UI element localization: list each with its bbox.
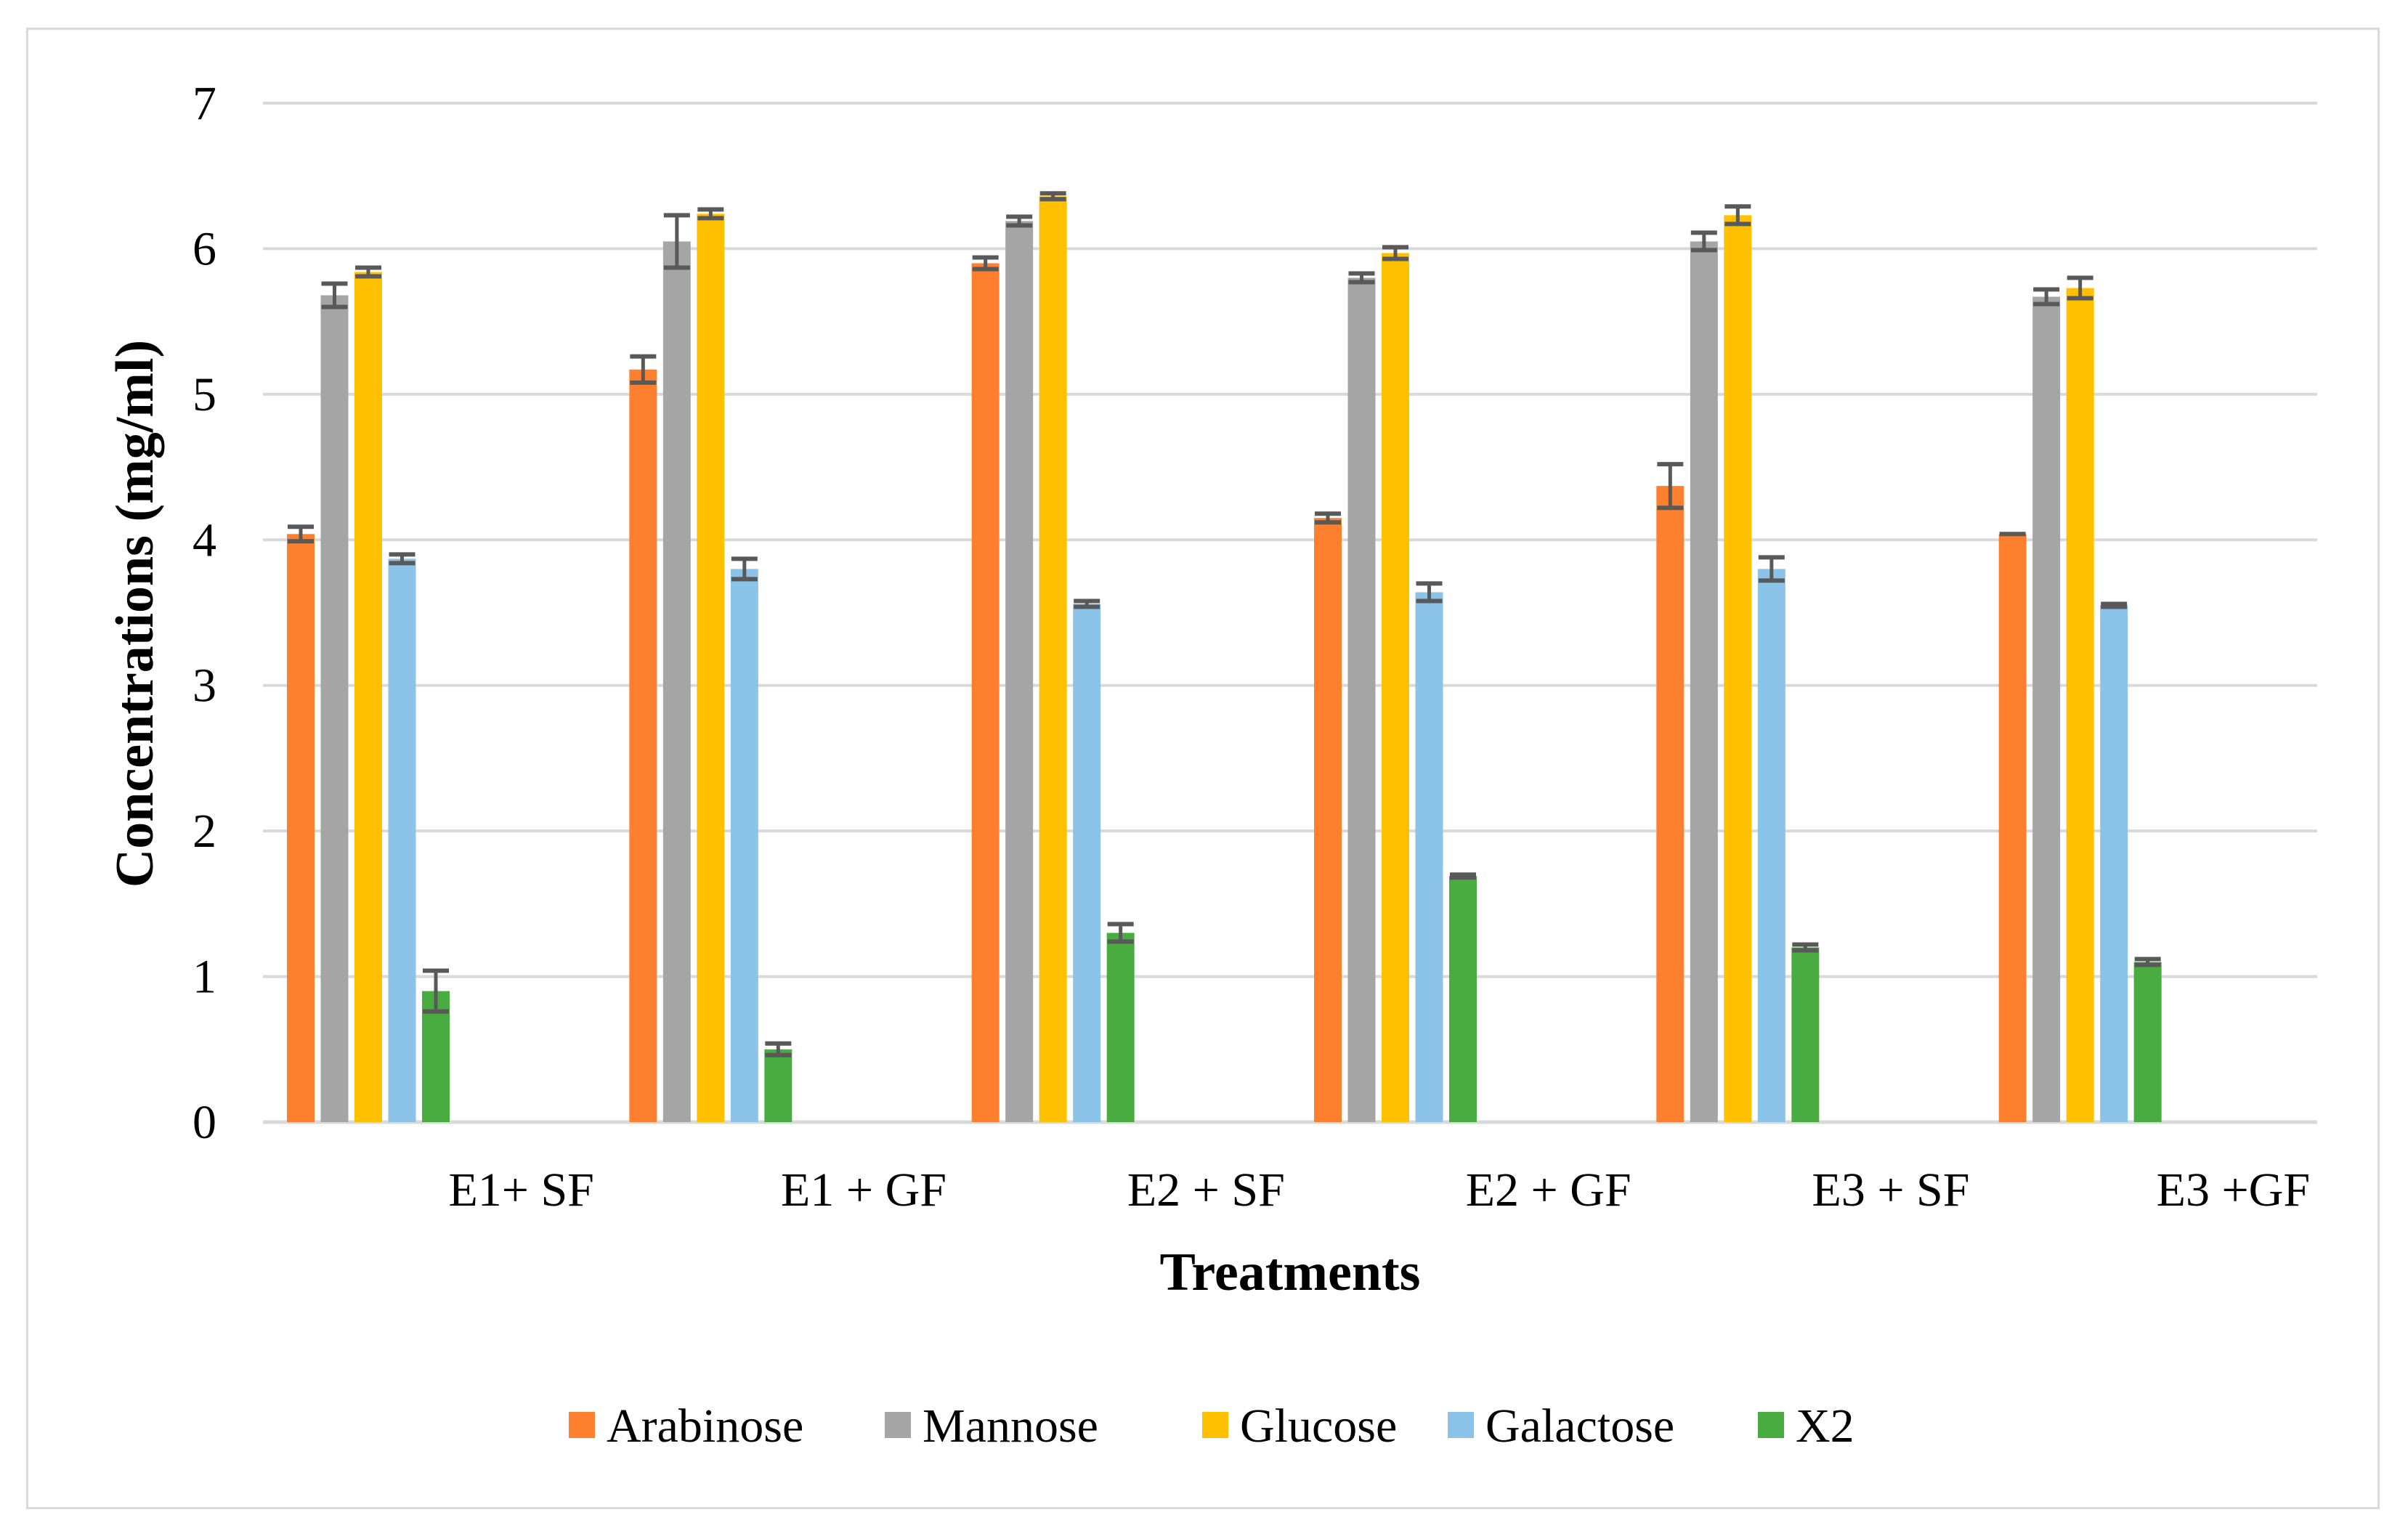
legend-label: X2 (1796, 1400, 1854, 1453)
x-tick-label: E2 + GF (1466, 1164, 1631, 1217)
error-bar (1450, 872, 1476, 880)
bar-glucose (697, 214, 725, 1123)
error-bars (288, 191, 2161, 1057)
error-bar (630, 354, 657, 385)
bar-mannose (662, 241, 691, 1123)
legend-swatch (1448, 1412, 1474, 1438)
x-axis-title: Treatments (1160, 1243, 1421, 1302)
bar-arabinose (287, 534, 315, 1122)
bar-glucose (1724, 215, 1752, 1123)
x-tick-label: E2 + SF (1127, 1164, 1285, 1217)
error-bar (972, 255, 999, 272)
y-axis-title: Concentrations (mg/ml) (105, 340, 165, 888)
legend-label: Glucose (1240, 1400, 1397, 1453)
bar-glucose (2066, 288, 2094, 1122)
error-bar (389, 552, 415, 566)
legend-label: Arabinose (607, 1400, 803, 1453)
error-bar (1107, 922, 1134, 944)
error-bar (1724, 204, 1751, 227)
error-bar (1074, 598, 1100, 609)
bar-arabinose (1314, 518, 1342, 1122)
x-tick-label: E3 +GF (2157, 1164, 2310, 1217)
error-bar (697, 207, 724, 221)
bar-galactose (1073, 604, 1101, 1122)
x-tick-label: E1 + GF (781, 1164, 946, 1217)
bar-glucose (1039, 196, 1067, 1122)
bar-arabinose (629, 369, 657, 1122)
bar-galactose (730, 569, 758, 1122)
bar-galactose (2100, 605, 2128, 1122)
y-tick-labels: 0 1 2 3 4 5 6 7 (192, 77, 216, 1149)
y-tick-label: 6 (192, 222, 216, 275)
legend-item-galactose: Galactose (1448, 1400, 1674, 1453)
y-tick-label: 1 (192, 951, 216, 1004)
error-bar (663, 213, 690, 270)
bar-x2 (1106, 933, 1135, 1122)
y-tick-label: 4 (192, 513, 216, 567)
bar-mannose (1347, 277, 1376, 1122)
bar-x2 (1791, 947, 1820, 1122)
error-bar (423, 968, 449, 1014)
bars (287, 196, 2162, 1123)
error-bar (1348, 271, 1375, 285)
y-tick-label: 5 (192, 368, 216, 421)
error-bar (1416, 581, 1443, 604)
error-bar (1792, 942, 1819, 953)
error-bar (321, 281, 348, 309)
x-tick-label: E3 + SF (1812, 1164, 1970, 1217)
legend-item-mannose: Mannose (885, 1400, 1098, 1453)
bar-x2 (1449, 876, 1477, 1122)
chart-frame (26, 28, 2380, 1509)
bar-x2 (764, 1049, 792, 1122)
error-bar (1315, 511, 1341, 525)
error-bar (288, 524, 314, 544)
legend-swatch (885, 1412, 911, 1438)
bar-glucose (1382, 253, 1409, 1123)
error-bar (1006, 214, 1033, 228)
legend-swatch (1202, 1412, 1228, 1438)
legend: Arabinose Mannose Glucose Galactose X2 (569, 1400, 1854, 1453)
error-bar (765, 1041, 792, 1057)
error-bar (355, 265, 381, 279)
bar-mannose (1005, 221, 1034, 1122)
bar-mannose (2032, 296, 2061, 1122)
error-bar (1690, 230, 1717, 253)
bar-arabinose (1656, 486, 1685, 1122)
bar-mannose (320, 295, 349, 1123)
legend-item-x2: X2 (1758, 1400, 1854, 1453)
x-tick-label: E1+ SF (448, 1164, 593, 1217)
y-tick-label: 7 (192, 77, 216, 130)
error-bar (1657, 462, 1684, 511)
legend-swatch (569, 1412, 595, 1438)
bar-galactose (1757, 569, 1785, 1122)
error-bar (2067, 275, 2093, 301)
error-bar (1382, 245, 1408, 261)
legend-item-arabinose: Arabinose (569, 1400, 803, 1453)
error-bar (731, 556, 758, 582)
error-bar (1758, 555, 1785, 583)
bar-x2 (2133, 962, 2162, 1122)
gridlines (263, 102, 2317, 1124)
error-bar (2134, 957, 2161, 967)
legend-swatch (1758, 1412, 1784, 1438)
bar-arabinose (1998, 534, 2027, 1122)
bar-arabinose (971, 263, 1000, 1122)
legend-label: Galactose (1485, 1400, 1674, 1453)
bar-galactose (388, 559, 416, 1122)
x-tick-labels: E1+ SF E1 + GF E2 + SF E2 + GF E3 + SF E3 +GF (448, 1164, 2310, 1217)
y-tick-label: 3 (192, 659, 216, 712)
error-bar (1039, 191, 1066, 202)
bar-galactose (1415, 592, 1443, 1122)
legend-label: Mannose (923, 1400, 1098, 1453)
error-bar (2101, 601, 2128, 609)
bar-glucose (354, 272, 382, 1123)
bar-mannose (1690, 241, 1718, 1123)
legend-item-glucose: Glucose (1202, 1400, 1397, 1453)
y-tick-label: 2 (192, 805, 216, 858)
error-bar (2033, 287, 2060, 306)
y-tick-label: 0 (192, 1096, 216, 1149)
